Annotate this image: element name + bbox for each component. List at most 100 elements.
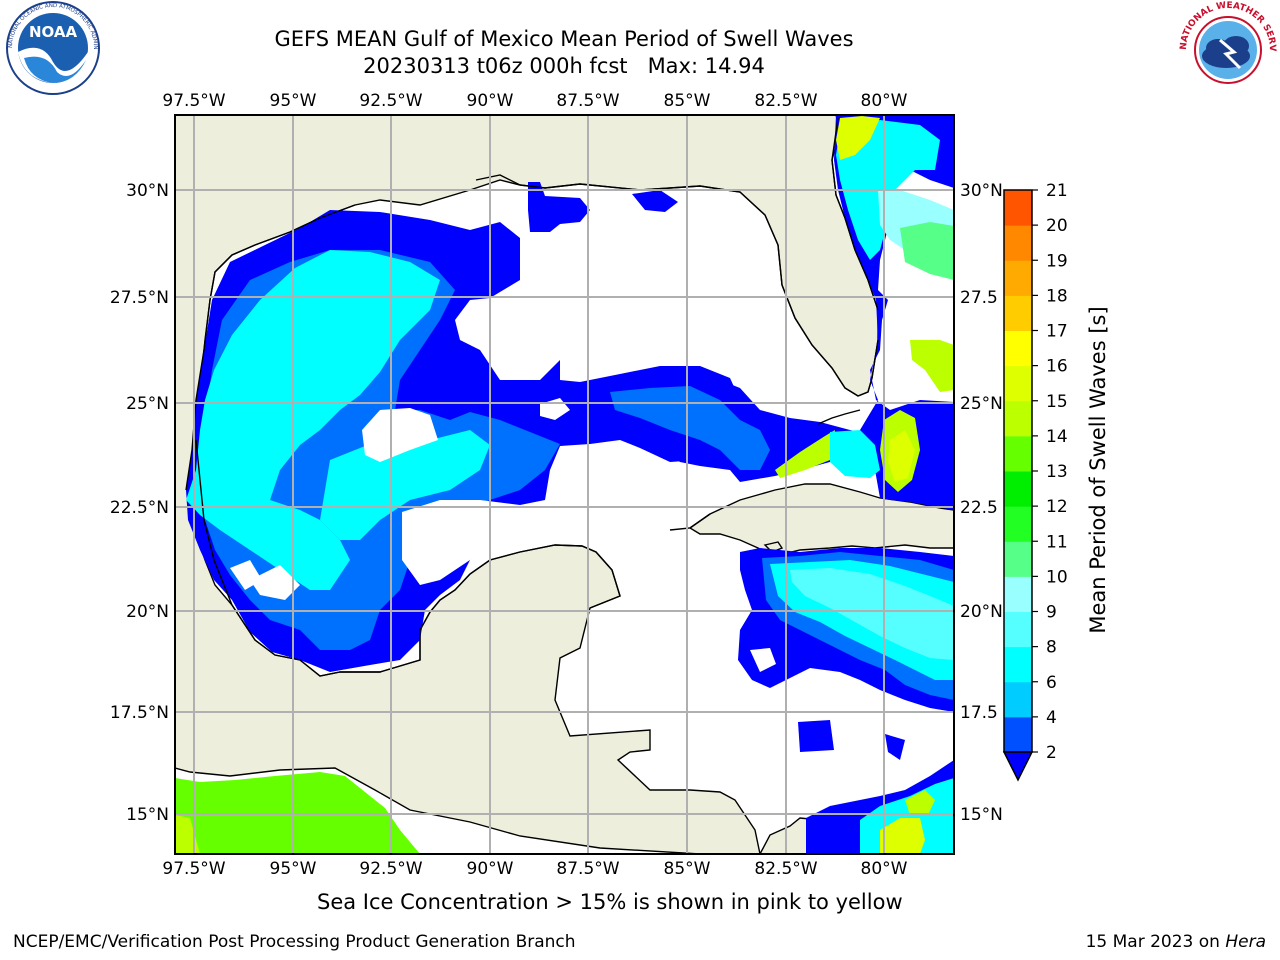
swell-straits-yellow xyxy=(775,430,835,478)
footer-date-text: 15 Mar 2023 on xyxy=(1085,932,1226,952)
colorbar-segment xyxy=(1004,225,1032,261)
colorbar-tick-label: 17 xyxy=(1046,322,1068,342)
lat-label-right: 25°N xyxy=(960,394,1003,414)
colorbar-segment xyxy=(1004,295,1032,331)
noaa-logo-text: NOAA xyxy=(29,23,78,41)
coastline xyxy=(185,117,879,677)
lat-label-right: 22.5 xyxy=(960,498,998,518)
swell-north-blue2 xyxy=(632,190,678,212)
lat-label-right: 27.5 xyxy=(960,288,998,308)
colorbar-tick-label: 11 xyxy=(1046,532,1068,552)
swell-caribbean-hole xyxy=(750,648,776,672)
colorbar-label: Mean Period of Swell Waves [s] xyxy=(1086,306,1110,633)
lon-label-top: 87.5°W xyxy=(556,91,619,111)
colorbar-tick-label: 21 xyxy=(1046,181,1068,201)
colorbar-tick-label: 2 xyxy=(1046,743,1057,763)
lon-label-top: 92.5°W xyxy=(359,91,422,111)
map-title: GEFS MEAN Gulf of Mexico Mean Period of … xyxy=(274,27,854,51)
lat-label-left: 20°N xyxy=(126,602,169,622)
map-frame xyxy=(174,114,955,855)
swell-hole-1 xyxy=(362,408,438,462)
colorbar-tick-label: 12 xyxy=(1046,497,1068,517)
land-cuba xyxy=(688,483,954,557)
colorbar-segment xyxy=(1004,681,1032,718)
colorbar-tick-label: 14 xyxy=(1046,427,1068,447)
colorbar-tick-label: 9 xyxy=(1046,603,1057,623)
colorbar: 2 4 6 8 9 10 11 12 13 14 15 16 17 18 19 20 21 xyxy=(1002,181,1068,782)
lon-label-top: 85°W xyxy=(664,91,711,111)
colorbar-tick-label: 18 xyxy=(1046,286,1068,306)
swell-hole-5 xyxy=(250,565,300,600)
colorbar-tick-label: 16 xyxy=(1046,357,1068,377)
colorbar-segment xyxy=(1004,365,1032,402)
colorbar-tick-label: 10 xyxy=(1046,567,1068,587)
colorbar-tick-label: 15 xyxy=(1046,392,1068,412)
nws-logo: NATIONAL WEATHER SERVICE xyxy=(1178,0,1277,98)
swell-west-cyan xyxy=(186,250,440,590)
colorbar-segment xyxy=(1004,435,1032,472)
swell-hole-3 xyxy=(402,500,545,585)
lon-label-top: 82.5°W xyxy=(754,91,817,111)
colorbar-segment xyxy=(1004,260,1032,296)
lat-label-left: 22.5°N xyxy=(110,498,169,518)
lon-label-bottom: 90°W xyxy=(467,859,514,879)
footer-host: Hera xyxy=(1225,932,1266,952)
lon-label-bottom: 82.5°W xyxy=(754,859,817,879)
lat-label-left: 25°N xyxy=(126,394,169,414)
swell-southeast-green xyxy=(905,790,935,815)
colorbar-segment xyxy=(1004,716,1032,753)
lon-label-top: 97.5°W xyxy=(162,91,225,111)
sea-ice-caption: Sea Ice Concentration > 15% is shown in … xyxy=(317,890,903,914)
colorbar-segment xyxy=(1004,506,1032,542)
lon-label-bottom: 92.5°W xyxy=(359,859,422,879)
colorbar-segment xyxy=(1004,400,1032,437)
lat-label-right: 17.5 xyxy=(960,703,998,723)
colorbar-tick-label: 6 xyxy=(1046,673,1057,693)
lon-label-bottom: 87.5°W xyxy=(556,859,619,879)
colorbar-tick-label: 20 xyxy=(1046,216,1068,236)
footer-branch: NCEP/EMC/Verification Post Processing Pr… xyxy=(13,932,576,952)
swell-atlantic-green xyxy=(900,222,954,280)
lon-label-top: 90°W xyxy=(467,91,514,111)
lat-label-right: 15°N xyxy=(960,805,1003,825)
colorbar-extend-triangle xyxy=(1002,751,1034,782)
footer-date: 15 Mar 2023 on Hera xyxy=(1086,932,1266,952)
swell-southeast-yellow xyxy=(880,818,925,854)
lon-label-bottom: 80°W xyxy=(861,859,908,879)
colorbar-segment xyxy=(1004,646,1032,683)
swell-caribbean-blue2 xyxy=(798,720,834,752)
swell-north-blue xyxy=(528,182,590,232)
colorbar-segment xyxy=(1004,541,1032,577)
lat-label-left: 17.5°N xyxy=(110,703,169,723)
swell-caribbean-lightcyan xyxy=(790,568,954,660)
graticule xyxy=(175,115,954,854)
swell-central-mid xyxy=(610,386,770,470)
lon-label-top: 95°W xyxy=(270,91,317,111)
colorbar-tick-label: 19 xyxy=(1046,251,1068,271)
colorbar-segment xyxy=(1004,611,1032,648)
swell-west-cyan2 xyxy=(320,430,490,540)
colorbar-tick-label: 4 xyxy=(1046,708,1057,728)
swell-bahamas-yellow xyxy=(888,430,915,482)
lon-label-top: 80°W xyxy=(861,91,908,111)
colorbar-tick-label: 13 xyxy=(1046,462,1068,482)
swell-straits-cyan xyxy=(830,430,880,478)
swell-atlantic-yellow2 xyxy=(910,340,954,392)
noaa-logo: NOAA NATIONAL OCEANIC AND ATMOSPHERIC AD… xyxy=(2,0,100,95)
lon-label-bottom: 95°W xyxy=(270,859,317,879)
swell-caribbean-blue3 xyxy=(885,734,905,760)
colorbar-segment xyxy=(1004,190,1032,226)
lat-label-right: 30°N xyxy=(960,181,1003,201)
lat-label-left: 15°N xyxy=(126,805,169,825)
lat-label-right: 20°N xyxy=(960,602,1003,622)
colorbar-segment xyxy=(1004,330,1032,367)
colorbar-tick-label: 8 xyxy=(1046,638,1057,658)
colorbar-segment xyxy=(1004,471,1032,507)
lat-label-left: 30°N xyxy=(126,181,169,201)
lon-label-bottom: 97.5°W xyxy=(162,859,225,879)
swell-atlantic-yellow xyxy=(836,116,880,160)
lat-label-left: 27.5°N xyxy=(110,288,169,308)
swell-period-field xyxy=(175,115,954,854)
colorbar-segment xyxy=(1004,576,1032,612)
